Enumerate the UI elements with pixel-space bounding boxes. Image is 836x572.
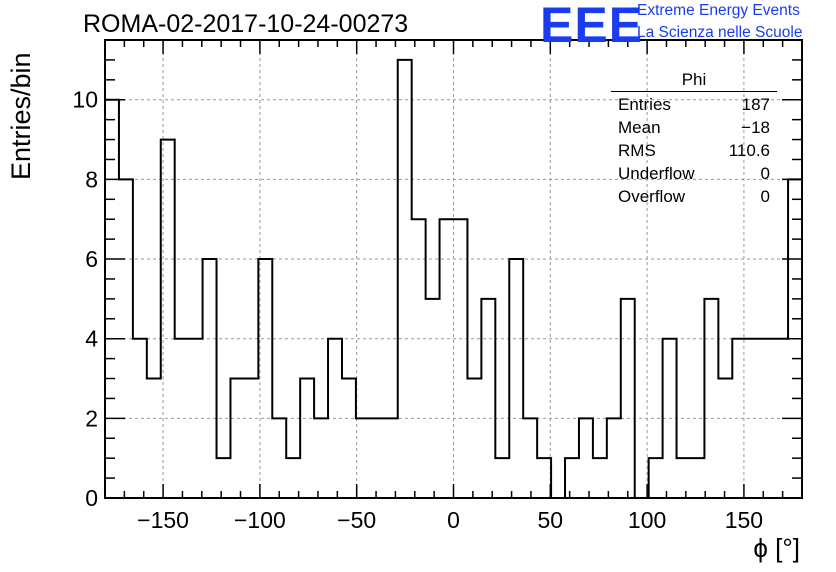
y-tick-labels: 0 2 4 6 8 10 (72, 87, 98, 511)
stats-value: 0 (760, 187, 770, 206)
stats-row: Overflow 0 (611, 185, 777, 208)
x-tick-label: −100 (234, 507, 286, 533)
stats-box: Phi Entries 187 Mean −18 RMS 110.6 Underflo… (611, 70, 777, 208)
histogram-series (104, 58, 803, 499)
stats-title: Phi (611, 70, 777, 92)
x-axis-label: ϕ [°] (753, 533, 800, 563)
y-tick-label: 0 (85, 485, 98, 511)
y-tick-label: 10 (72, 87, 98, 113)
stats-row: Underflow 0 (611, 162, 777, 185)
y-tick-label: 2 (85, 405, 98, 431)
stats-row: Entries 187 (611, 93, 777, 116)
plot-frame (104, 39, 803, 499)
x-tick-label: −50 (337, 507, 376, 533)
x-tick-labels: −150 −100 −50 0 50 100 150 (137, 507, 763, 533)
grid-lines (105, 40, 802, 498)
stats-row: Mean −18 (611, 116, 777, 139)
stats-value: 0 (760, 164, 770, 183)
x-tick-label: 0 (447, 507, 460, 533)
x-tick-label: 50 (538, 507, 564, 533)
y-axis-label: Entries/bin (6, 52, 36, 180)
y-tick-label: 6 (85, 246, 98, 272)
y-tick-label: 4 (85, 326, 98, 352)
stats-value: −18 (741, 118, 770, 137)
eee-logo: EEE (540, 0, 644, 53)
stats-label: Entries (618, 95, 671, 114)
y-tick-label: 8 (85, 166, 98, 192)
x-tick-label: 150 (725, 507, 763, 533)
stats-row: RMS 110.6 (611, 139, 777, 162)
stats-label: RMS (618, 141, 656, 160)
logo-line-2: La Scienza nelle Scuole (637, 24, 803, 41)
stats-label: Mean (618, 118, 661, 137)
stats-value: 110.6 (728, 141, 770, 160)
axis-ticks (104, 39, 803, 499)
logo-line-1: Extreme Energy Events (637, 2, 800, 19)
stats-label: Overflow (618, 187, 686, 206)
stats-label: Underflow (618, 164, 695, 183)
x-tick-label: 100 (628, 507, 666, 533)
x-tick-label: −150 (137, 507, 189, 533)
chart-title: ROMA-02-2017-10-24-00273 (83, 10, 409, 38)
stats-value: 187 (741, 95, 770, 114)
